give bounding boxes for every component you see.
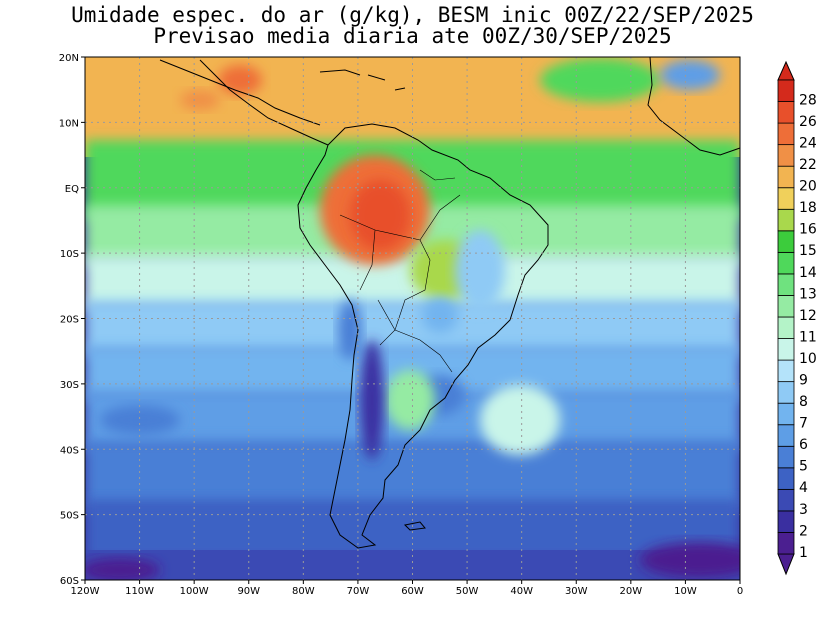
caribbean-islands xyxy=(319,69,406,91)
patch-pacific-moist xyxy=(180,90,220,110)
patch-pampas-moist xyxy=(385,370,435,430)
colorbar-label: 20 xyxy=(799,179,817,195)
y-tick-label: EQ xyxy=(65,184,79,195)
central-america-north-coast xyxy=(159,59,321,126)
colorbar-label: 16 xyxy=(799,222,817,238)
x-tick-label: 0 xyxy=(737,586,743,597)
colorbar-swatch xyxy=(777,359,795,383)
y-tick-label: 10S xyxy=(60,249,79,260)
x-tick-label: 80W xyxy=(292,586,315,597)
colorbar-label: 2 xyxy=(799,523,808,539)
colorbar-swatch xyxy=(777,510,795,533)
colorbar-label: 6 xyxy=(799,437,808,453)
colorbar-swatch xyxy=(777,402,795,426)
colorbar-swatch xyxy=(777,230,795,253)
patch-mexico-moist xyxy=(218,65,262,95)
colorbar-label: 12 xyxy=(799,308,817,324)
country-borders xyxy=(339,169,461,373)
x-tick-label: 100W xyxy=(180,586,209,597)
x-tick-label: 110W xyxy=(125,586,154,597)
y-tick-label: 60S xyxy=(60,576,79,587)
colorbar-label: 9 xyxy=(799,372,808,388)
x-tick-label: 50W xyxy=(456,586,479,597)
colorbar-label: 13 xyxy=(799,286,817,302)
colorbar-swatch xyxy=(777,79,795,102)
x-tick-label: 10W xyxy=(674,586,697,597)
colorbar-label: 15 xyxy=(799,243,817,259)
colorbar-swatch xyxy=(777,295,795,318)
patch-andes-dry xyxy=(360,340,384,460)
falklands-outline xyxy=(403,521,426,531)
colorbar-swatch xyxy=(777,316,795,339)
patch-amazon-core xyxy=(350,180,410,250)
y-tick-label: 20N xyxy=(59,53,79,64)
colorbar-label: 11 xyxy=(799,329,817,345)
south-america-outline xyxy=(297,123,549,549)
colorbar-max-arrow xyxy=(777,60,795,81)
colorbar-label: 1 xyxy=(799,545,808,561)
patch-south-dry xyxy=(640,542,740,578)
colorbar-label: 24 xyxy=(799,135,817,151)
y-tick-label: 20S xyxy=(60,315,79,326)
colorbar-swatch xyxy=(777,251,795,275)
border-lines xyxy=(339,169,461,373)
colorbar-swatch xyxy=(777,532,795,555)
colorbar-swatch xyxy=(777,381,795,404)
x-tick-label: 20W xyxy=(620,586,643,597)
colorbar-label: 22 xyxy=(799,157,817,173)
colorbar-swatch xyxy=(777,208,795,232)
colorbar-label: 7 xyxy=(799,416,808,432)
patch-southwest-dry xyxy=(85,558,160,580)
patch-plateau-dry xyxy=(422,297,458,333)
x-tick-label: 120W xyxy=(71,586,100,597)
x-tick-label: 30W xyxy=(565,586,588,597)
y-tick-label: 10N xyxy=(59,118,79,129)
map-title: Umidade espec. do ar (g/kg), BESM inic 0… xyxy=(71,3,754,27)
coastlines xyxy=(159,56,741,549)
colorbar-swatch xyxy=(777,445,795,469)
y-tick-label: 40S xyxy=(60,445,79,456)
patch-sahara-dry xyxy=(660,60,720,90)
colorbar-label: 4 xyxy=(799,480,808,496)
colorbar-label: 26 xyxy=(799,114,817,130)
colorbar-swatch xyxy=(777,187,795,210)
colorbar-swatch xyxy=(777,122,795,146)
x-tick-label: 40W xyxy=(510,586,533,597)
colorbar-label: 5 xyxy=(799,459,808,475)
gridlines xyxy=(85,57,740,580)
colorbar-label: 10 xyxy=(799,351,817,367)
x-axis: 120W 110W 100W 90W 80W 70W 60W 50W 40W 30W 20W 10W 0 xyxy=(71,580,743,597)
band-high-lat-north xyxy=(85,440,740,510)
colorbar-min-arrow xyxy=(777,553,795,576)
colorbar-label: 3 xyxy=(799,502,808,518)
x-tick-label: 60W xyxy=(401,586,424,597)
colorbar-label: 28 xyxy=(799,92,817,108)
colorbar-swatch xyxy=(777,467,795,490)
colorbar-label: 18 xyxy=(799,200,817,216)
patch-brazil-dry xyxy=(455,230,505,310)
patch-south-atlantic-moist xyxy=(480,385,560,455)
x-tick-label: 90W xyxy=(237,586,260,597)
colorbar-swatch xyxy=(777,165,795,189)
central-america-outline xyxy=(199,59,329,146)
map-subtitle: Previsao media diaria ate 00Z/30/SEP/202… xyxy=(153,24,672,48)
colorbar-swatch xyxy=(777,144,795,167)
colorbar-swatch xyxy=(777,273,795,296)
colorbar-label: 8 xyxy=(799,394,808,410)
colorbar-label: 14 xyxy=(799,265,817,281)
patch-pacific-dry xyxy=(100,405,180,435)
y-tick-label: 30S xyxy=(60,380,79,391)
x-tick-label: 70W xyxy=(347,586,370,597)
colorbar-swatch xyxy=(777,424,795,447)
y-axis: 20N 10N EQ 10S 20S 30S 40S 50S 60S xyxy=(59,53,85,587)
colorbar-swatch xyxy=(777,338,795,361)
africa-outline xyxy=(647,56,741,156)
y-tick-label: 50S xyxy=(60,511,79,522)
patch-atlantic-green xyxy=(540,58,660,102)
humidity-field xyxy=(85,57,740,580)
colorbar-swatch xyxy=(777,101,795,124)
colorbar-swatch xyxy=(777,488,795,512)
